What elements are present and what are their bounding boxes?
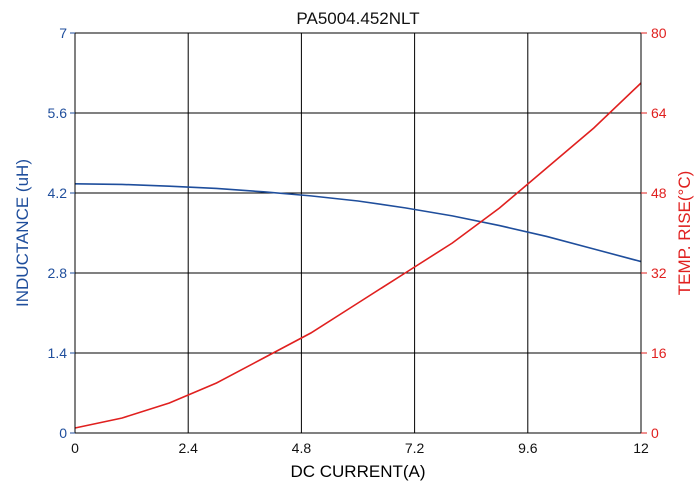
- y-right-tick-label: 16: [651, 345, 667, 361]
- y-left-axis-label: INDUCTANCE (uH): [13, 159, 32, 307]
- y-left-tick-label: 4.2: [48, 185, 68, 201]
- x-tick-label: 7.2: [405, 440, 425, 456]
- x-tick-label: 9.6: [518, 440, 538, 456]
- x-tick-label: 4.8: [292, 440, 312, 456]
- x-tick-label: 0: [71, 440, 79, 456]
- chart-title: PA5004.452NLT: [296, 9, 419, 28]
- plot-frame: [74, 32, 642, 434]
- grid: [75, 33, 641, 433]
- series-layer: [74, 82, 642, 429]
- y-right-tick-label: 64: [651, 105, 667, 121]
- x-tick-label: 2.4: [178, 440, 198, 456]
- y-right-tick-label: 0: [651, 425, 659, 441]
- y-right-tick-label: 32: [651, 265, 667, 281]
- y-left-tick-label: 7: [59, 25, 67, 41]
- y-right-axis-label: TEMP. RISE(°C): [675, 171, 694, 296]
- x-axis-label: DC CURRENT(A): [290, 462, 425, 481]
- y-left-tick-label: 5.6: [48, 105, 68, 121]
- y-right-tick-label: 80: [651, 25, 667, 41]
- y-right-tick-label: 48: [651, 185, 667, 201]
- y-left-tick-label: 2.8: [48, 265, 68, 281]
- temp-rise-series-line: [74, 82, 642, 429]
- axes: [74, 32, 642, 434]
- inductance-series-line: [74, 183, 642, 263]
- y-left-tick-label: 1.4: [48, 345, 68, 361]
- x-tick-label: 12: [633, 440, 649, 456]
- y-left-tick-label: 0: [59, 425, 67, 441]
